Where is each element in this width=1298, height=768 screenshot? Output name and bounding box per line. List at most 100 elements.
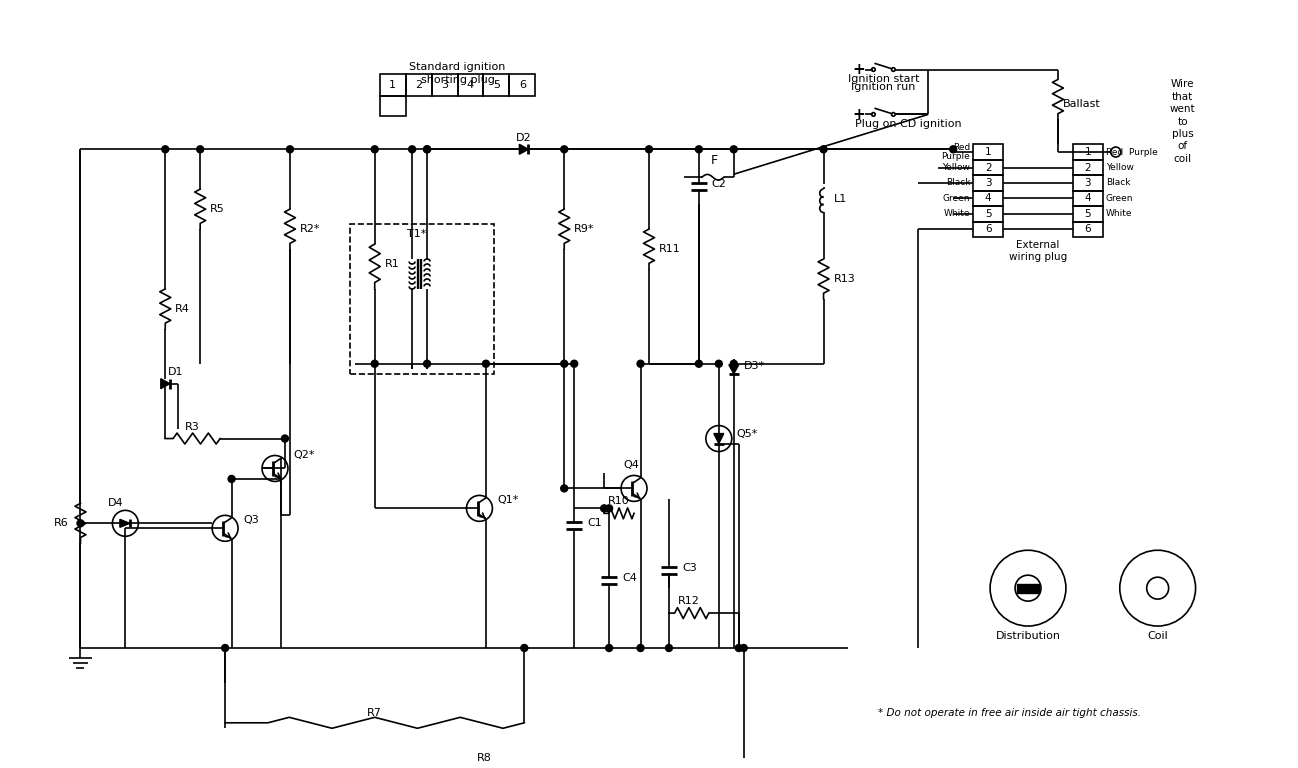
Text: T1*: T1* [406, 229, 426, 239]
Circle shape [637, 360, 644, 367]
Text: R6: R6 [53, 518, 69, 528]
Text: Yellow: Yellow [1106, 163, 1133, 172]
Polygon shape [519, 144, 528, 154]
Text: R5: R5 [210, 204, 225, 214]
Circle shape [571, 360, 578, 367]
Text: External
wiring plug: External wiring plug [1009, 240, 1067, 262]
Circle shape [520, 644, 528, 651]
Text: 1: 1 [389, 81, 396, 91]
Text: Wire
that
went
to
plus
of
coil: Wire that went to plus of coil [1169, 79, 1195, 164]
Text: Q5*: Q5* [737, 429, 758, 439]
Text: * Do not operate in free air inside air tight chassis.: * Do not operate in free air inside air … [879, 708, 1141, 718]
Bar [380, 97, 406, 117]
Text: R13: R13 [833, 274, 855, 284]
Bar [974, 160, 1003, 175]
Text: Red
Purple: Red Purple [941, 143, 970, 161]
Circle shape [77, 520, 84, 527]
Text: D4: D4 [108, 498, 123, 508]
Text: R12: R12 [678, 596, 700, 606]
Text: F: F [710, 154, 718, 167]
Text: Q1*: Q1* [497, 495, 519, 505]
Circle shape [409, 146, 415, 153]
Bar [1073, 160, 1103, 175]
Circle shape [561, 360, 567, 367]
Text: 1: 1 [985, 147, 992, 157]
Circle shape [371, 360, 378, 367]
Text: 5: 5 [493, 81, 500, 91]
Bar [1073, 175, 1103, 190]
Text: D2: D2 [517, 134, 532, 144]
Text: 5: 5 [985, 209, 992, 219]
Text: Plug on CD ignition: Plug on CD ignition [855, 119, 962, 129]
Text: Black: Black [1106, 178, 1131, 187]
Bar [1073, 144, 1103, 160]
Text: 2: 2 [415, 81, 422, 91]
Text: 3: 3 [985, 178, 992, 188]
Text: R7: R7 [367, 708, 382, 718]
Bar [509, 74, 535, 97]
Text: Ignition start: Ignition start [848, 74, 919, 84]
Text: D3*: D3* [744, 361, 765, 371]
Bar [380, 74, 406, 97]
Polygon shape [714, 434, 724, 444]
Text: C2: C2 [711, 179, 727, 189]
Text: Q3: Q3 [243, 515, 258, 525]
Text: Black: Black [946, 178, 970, 187]
Text: R3: R3 [186, 422, 200, 432]
Circle shape [561, 485, 567, 492]
Text: D1: D1 [169, 366, 184, 376]
Circle shape [483, 360, 489, 367]
Text: 6: 6 [1085, 224, 1092, 234]
Text: White: White [1106, 210, 1132, 218]
Text: 2: 2 [1085, 163, 1092, 173]
Circle shape [561, 146, 567, 153]
Text: R9*: R9* [574, 224, 594, 234]
Text: 2: 2 [985, 163, 992, 173]
Circle shape [282, 435, 288, 442]
Circle shape [731, 360, 737, 367]
Bar [974, 222, 1003, 237]
Text: +: + [853, 62, 866, 77]
Text: 1: 1 [1085, 147, 1092, 157]
Circle shape [601, 505, 607, 511]
Text: Red  Purple: Red Purple [1106, 147, 1158, 157]
Circle shape [371, 146, 378, 153]
Circle shape [637, 644, 644, 651]
Circle shape [423, 360, 431, 367]
Bar [457, 74, 483, 97]
Polygon shape [161, 379, 170, 389]
Text: 4: 4 [1085, 194, 1092, 204]
Bar [349, 224, 495, 374]
Text: L1: L1 [833, 194, 846, 204]
Text: C3: C3 [681, 563, 697, 573]
Circle shape [606, 505, 613, 511]
Text: Ballast: Ballast [1063, 99, 1101, 109]
Bar [483, 74, 509, 97]
Text: R1: R1 [384, 259, 400, 269]
Bar [1073, 206, 1103, 222]
Bar [974, 175, 1003, 190]
Circle shape [950, 146, 957, 153]
Circle shape [820, 146, 827, 153]
Text: Ignition run: Ignition run [851, 82, 915, 92]
Circle shape [740, 644, 748, 651]
Circle shape [606, 644, 613, 651]
Bar [1073, 222, 1103, 237]
Text: C4: C4 [622, 573, 637, 583]
Text: 6: 6 [985, 224, 992, 234]
Text: Coil: Coil [1147, 631, 1168, 641]
Circle shape [228, 475, 235, 482]
Circle shape [696, 360, 702, 367]
Text: R8: R8 [476, 753, 492, 763]
Text: White: White [944, 210, 970, 218]
Text: 6: 6 [519, 81, 526, 91]
Bar [406, 74, 431, 97]
Text: 3: 3 [441, 81, 448, 91]
Circle shape [162, 146, 169, 153]
Circle shape [423, 146, 431, 153]
Circle shape [222, 644, 228, 651]
Text: C1: C1 [587, 518, 602, 528]
Text: Yellow: Yellow [942, 163, 970, 172]
Polygon shape [728, 365, 739, 374]
Text: 3: 3 [1085, 178, 1092, 188]
